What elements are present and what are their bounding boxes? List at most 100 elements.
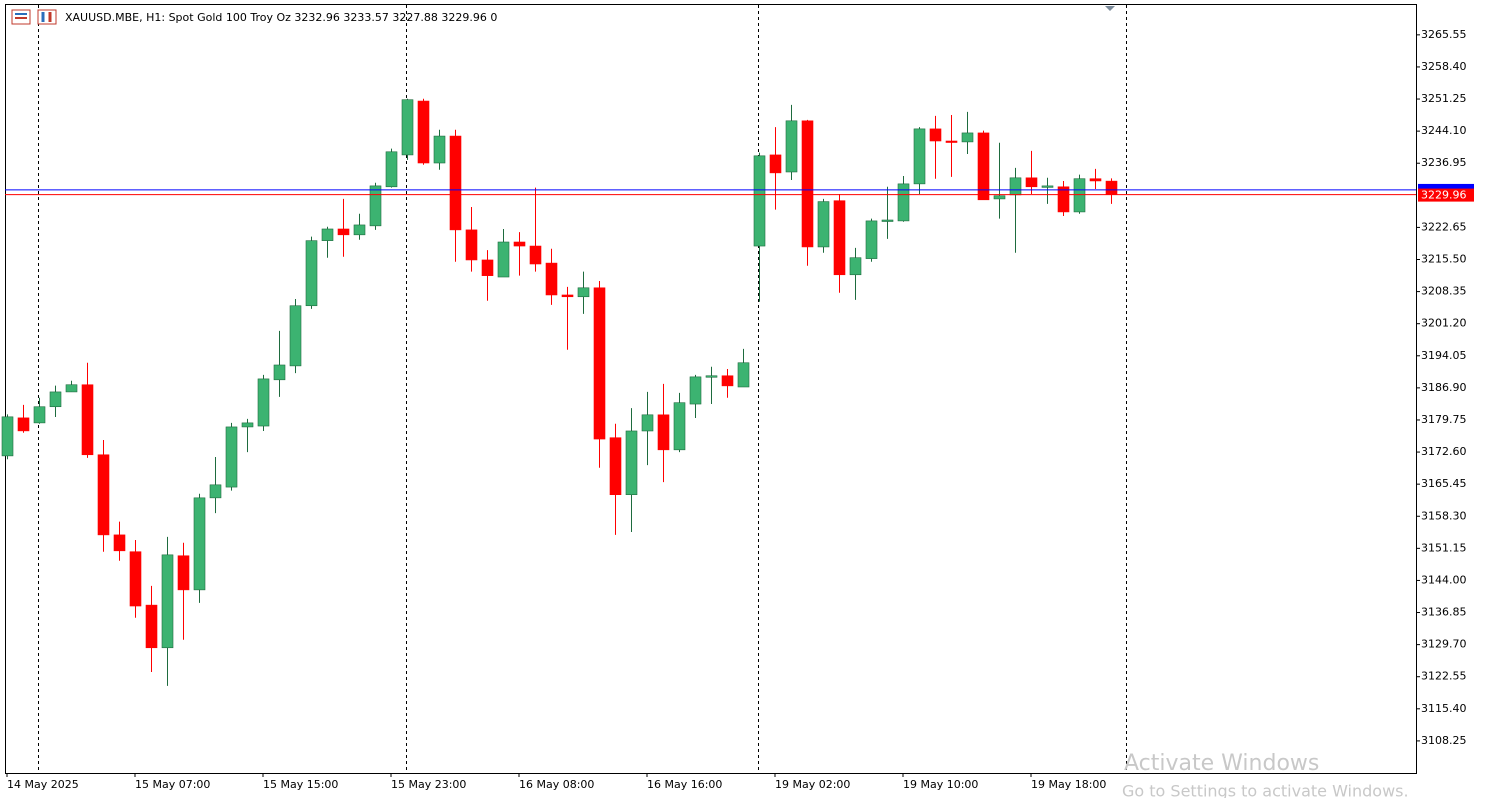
y-tick-label: 3265.55 [1421,28,1467,41]
candle-body [817,201,830,248]
candle-body [545,262,558,296]
candle-body [721,375,734,387]
candle-body [209,484,222,499]
candle-body [897,183,910,222]
y-tick-label: 3201.20 [1421,317,1467,330]
candle-body [385,151,398,188]
candle-body [161,554,174,649]
y-tick-label: 3208.35 [1421,285,1467,298]
candle-body [481,259,494,276]
candle-body [977,132,990,201]
candle-body [1,416,14,457]
candle-body [1089,178,1102,182]
x-tick-label: 16 May 08:00 [519,778,594,791]
candle-body [689,376,702,405]
candle-body [1105,180,1118,195]
y-tick-label: 3136.85 [1421,606,1467,619]
candle-body [609,437,622,496]
candle-body [97,454,110,536]
candle-body [705,375,718,378]
ask-box [1418,183,1474,191]
y-tick-label: 3151.15 [1421,541,1467,554]
candle-body [17,417,30,432]
candles [1,98,1118,686]
candle-body [865,220,878,259]
candle-body [129,551,142,607]
candle-body [593,287,606,440]
candle-body [529,245,542,265]
candle-body [273,364,286,381]
candle-body [417,100,430,164]
candle-body [1009,177,1022,196]
candle-body [561,294,574,298]
candle-body [673,402,686,451]
candle-body [433,135,446,164]
candle-body [65,384,78,393]
candle-body [737,362,750,388]
candle-body [177,555,190,591]
candle-body [849,257,862,276]
candle-body [769,154,782,174]
candle-body [225,426,238,488]
candle-body [961,132,974,143]
y-tick-label: 3129.70 [1421,638,1467,651]
candle-body [369,185,382,227]
y-tick-label: 3236.95 [1421,156,1467,169]
candle-body [113,534,126,552]
candle-body [241,422,254,428]
candle-body [929,128,942,142]
candle-body [337,228,350,236]
y-tick-label: 3144.00 [1421,573,1467,586]
candle-body [33,406,46,424]
candle-body [305,240,318,307]
candle-body [49,391,62,408]
candle-body [513,241,526,247]
candle-body [913,128,926,185]
candle-body [945,140,958,143]
candle-body [1025,177,1038,188]
chart-title: XAUUSD.MBE, H1: Spot Gold 100 Troy Oz 32… [65,11,497,24]
candle-body [81,384,94,456]
y-tick-label: 3179.75 [1421,413,1467,426]
y-tick-label: 3251.25 [1421,92,1467,105]
candle-body [321,228,334,241]
bid-box [1418,188,1474,202]
y-tick-label: 3194.05 [1421,349,1467,362]
candle-body [497,241,510,278]
x-tick-label: 19 May 10:00 [903,778,978,791]
candle-body [145,604,158,649]
candle-body [753,155,766,247]
candle-body [257,378,270,427]
candle-body [1041,185,1054,188]
candle-body [449,135,462,231]
y-tick-label: 3186.90 [1421,381,1467,394]
y-tick-label: 3108.25 [1421,734,1467,747]
symbol-icons [11,9,57,25]
candle-body [881,219,894,222]
bid-label: 3229.96 [1421,189,1467,202]
y-tick-label: 3115.40 [1421,702,1467,715]
y-tick-label: 3122.55 [1421,670,1467,683]
candle-body [641,414,654,432]
candle-body [577,287,590,298]
x-tick-label: 15 May 07:00 [135,778,210,791]
x-tick-label: 19 May 02:00 [775,778,850,791]
y-tick-label: 3222.65 [1421,220,1467,233]
y-tick-label: 3215.50 [1421,253,1467,266]
y-tick-label: 3165.45 [1421,477,1467,490]
x-tick-label: 15 May 15:00 [263,778,338,791]
candle-body [993,195,1006,200]
x-tick-label: 19 May 18:00 [1031,778,1106,791]
watermark: Go to Settings to activate Windows. [1122,782,1409,798]
watermark: Activate Windows [1124,751,1319,776]
y-tick-label: 3158.30 [1421,509,1467,522]
candle-body [801,120,814,248]
candle-body [785,120,798,173]
candle-body [401,99,414,156]
candle-body [193,497,206,591]
candle-body [465,229,478,261]
candle-body [657,414,670,451]
icon [37,9,57,25]
y-tick-label: 3172.60 [1421,445,1467,458]
